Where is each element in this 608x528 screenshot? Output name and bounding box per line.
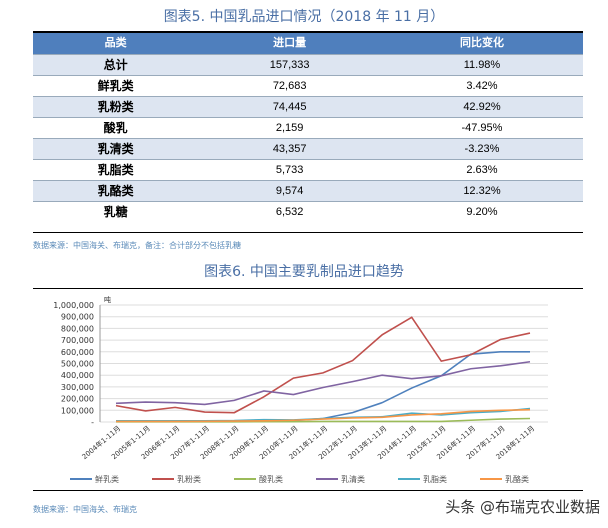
cell-yoy: 9.20%: [380, 201, 583, 222]
import-table: 品类 进口量 同比变化 总计 157,333 11.98% 鲜乳类 72,683 3.42…: [33, 33, 583, 222]
table-row: 酸乳 2,159 -47.95%: [33, 117, 583, 139]
divider: [33, 288, 583, 289]
y-tick-label: 300,000: [61, 383, 94, 392]
y-tick-label: 900,000: [61, 313, 94, 322]
legend-label: 乳脂类: [423, 474, 447, 484]
cell-category: 乳脂类: [33, 159, 199, 181]
cell-category: 乳糖: [33, 201, 199, 222]
legend-label: 鲜乳类: [95, 474, 119, 484]
header-yoy: 同比变化: [380, 33, 583, 55]
cell-yoy: 12.32%: [380, 180, 583, 202]
cell-category: 乳粉类: [33, 96, 199, 118]
legend-label: 酸乳类: [259, 474, 283, 484]
y-tick-label: 100,000: [61, 406, 94, 415]
legend-label: 乳清类: [341, 474, 365, 484]
chart-source: 数据来源：中国海关、布瑞克: [33, 505, 137, 514]
cell-category: 总计: [33, 54, 199, 76]
table-row: 乳酪类 9,574 12.32%: [33, 180, 583, 202]
y-tick-label: 200,000: [61, 395, 94, 404]
y-tick-label: 600,000: [61, 348, 94, 357]
cell-yoy: -3.23%: [380, 138, 583, 160]
table-row: 鲜乳类 72,683 3.42%: [33, 75, 583, 97]
table-row: 乳脂类 5,733 2.63%: [33, 159, 583, 181]
cell-category: 鲜乳类: [33, 75, 199, 97]
header-volume: 进口量: [198, 33, 381, 55]
y-tick-label: -: [91, 418, 94, 427]
y-tick-label: 500,000: [61, 360, 94, 369]
watermark: 头条 @布瑞克农业数据: [445, 498, 600, 516]
cell-yoy: 2.63%: [380, 159, 583, 181]
cell-yoy: 11.98%: [380, 54, 583, 76]
y-tick-label: 700,000: [61, 336, 94, 345]
cell-category: 乳清类: [33, 138, 199, 160]
cell-volume: 9,574: [198, 180, 381, 202]
divider: [33, 232, 583, 233]
series-line-1: [115, 316, 531, 414]
legend-label: 乳粉类: [177, 474, 201, 484]
series-line-3: [115, 360, 531, 406]
cell-volume: 6,532: [198, 201, 381, 222]
cell-volume: 74,445: [198, 96, 381, 118]
cell-category: 酸乳: [33, 117, 199, 139]
y-tick-label: 400,000: [61, 371, 94, 380]
table-row: 乳糖 6,532 9.20%: [33, 201, 583, 222]
y-tick-label: 1,000,000: [53, 301, 94, 310]
unit-label: 吨: [104, 295, 111, 304]
divider: [33, 31, 583, 33]
cell-yoy: 3.42%: [380, 75, 583, 97]
cell-volume: 5,733: [198, 159, 381, 181]
table-row: 乳清类 43,357 -3.23%: [33, 138, 583, 160]
cell-yoy: 42.92%: [380, 96, 583, 118]
divider: [33, 490, 583, 491]
header-category: 品类: [33, 33, 199, 55]
table-source: 数据来源：中国海关、布瑞克，备注：合计部分不包括乳糖: [33, 241, 241, 250]
y-tick-label: 800,000: [61, 324, 94, 333]
series-line-5: [116, 408, 531, 423]
cell-yoy: -47.95%: [380, 117, 583, 139]
cell-volume: 157,333: [198, 54, 381, 76]
table-row: 总计 157,333 11.98%: [33, 54, 583, 76]
table-title: 图表5. 中国乳品进口情况（2018 年 11 月）: [163, 9, 445, 25]
table-row: 乳粉类 74,445 42.92%: [33, 96, 583, 118]
cell-category: 乳酪类: [33, 180, 199, 202]
cell-volume: 2,159: [198, 117, 381, 139]
legend-label: 乳酪类: [505, 474, 529, 484]
cell-volume: 72,683: [198, 75, 381, 97]
chart-title: 图表6. 中国主要乳制品进口趋势: [204, 264, 404, 280]
line-chart: - 100,000 200,000 300,000 400,000 500,000 600,…: [53, 295, 548, 484]
cell-volume: 43,357: [198, 138, 381, 160]
